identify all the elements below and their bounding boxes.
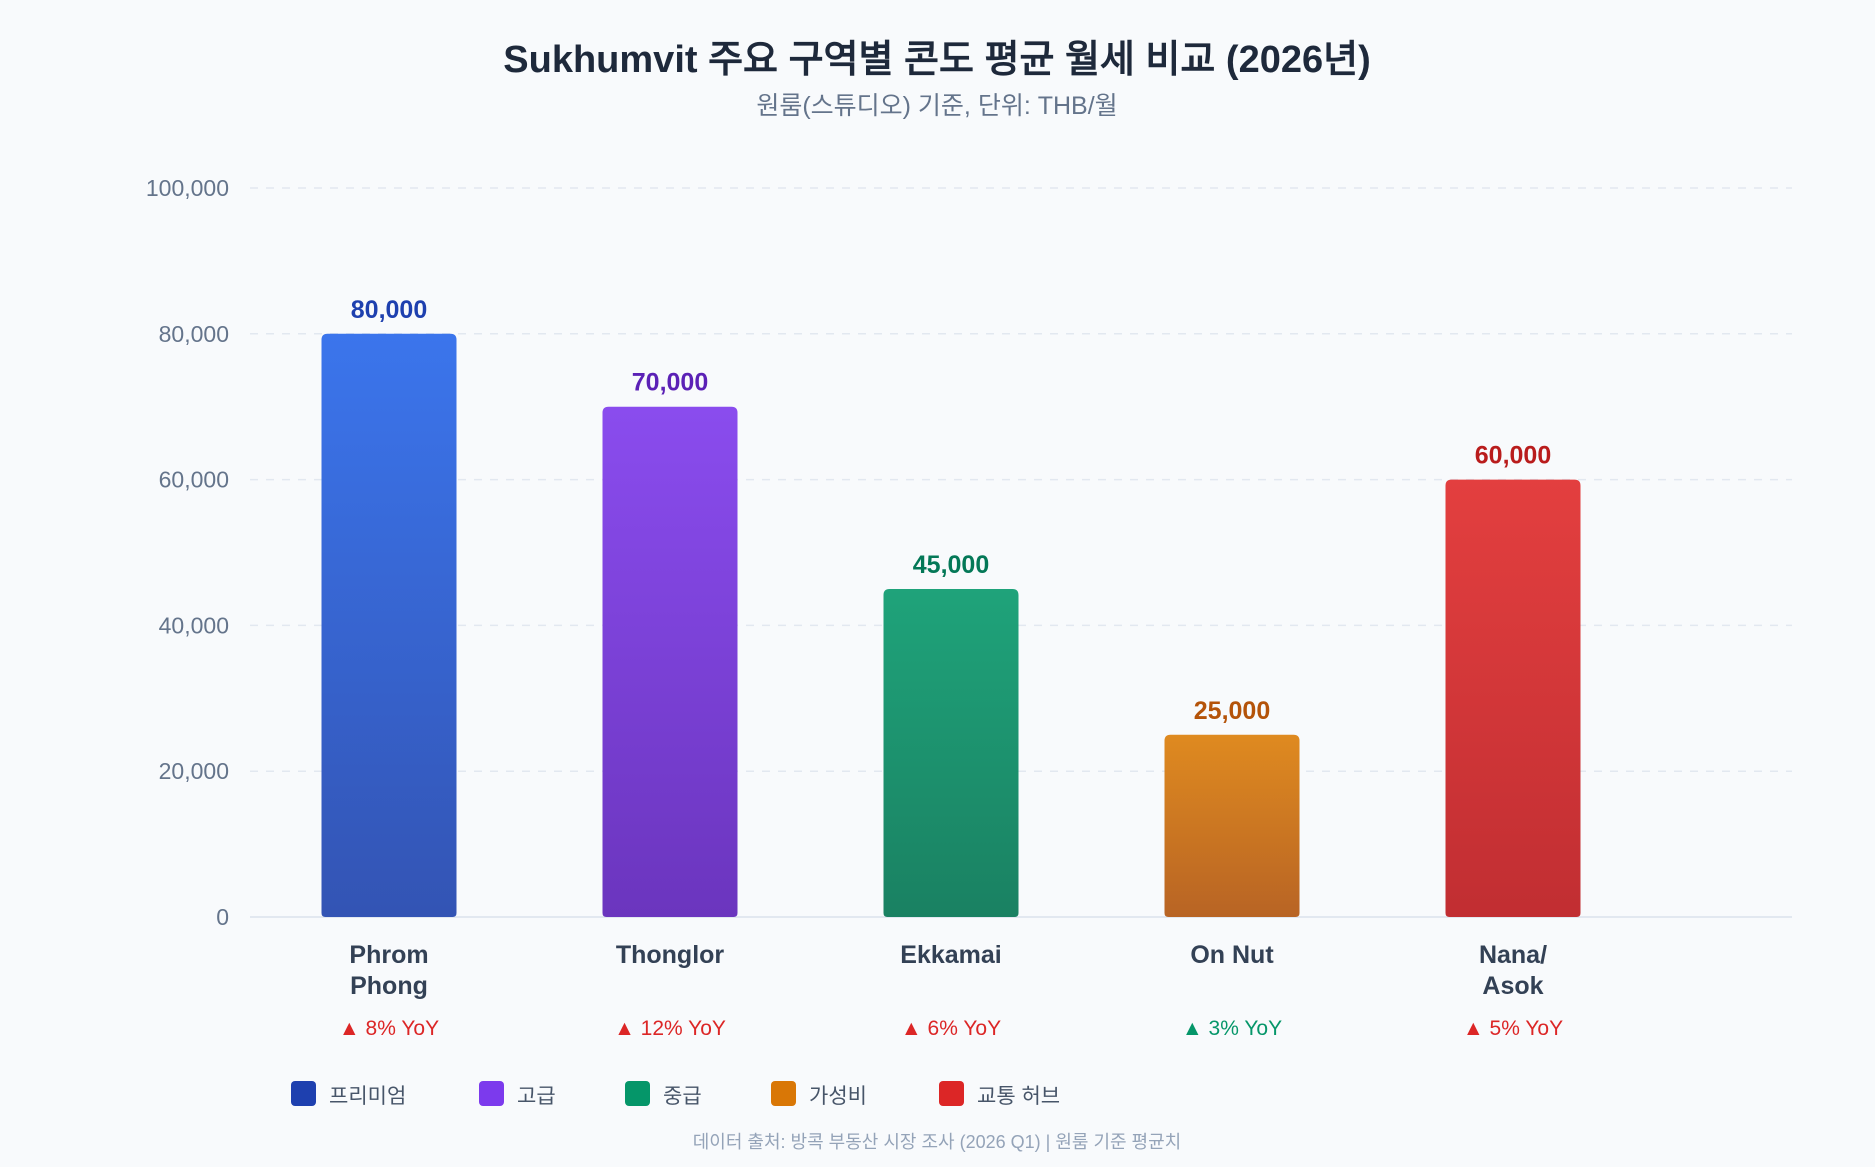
yoy-change-label: ▲ 12% YoY xyxy=(614,1017,726,1040)
legend: 프리미엄 고급 중급 가성비 교통 허브 xyxy=(291,1081,1060,1108)
y-tick-label: 100,000 xyxy=(146,175,229,201)
bar xyxy=(1445,479,1581,917)
source-note: 데이터 출처: 방콕 부동산 시장 조사 (2026 Q1) | 원룸 기준 평… xyxy=(693,1132,1182,1152)
legend-swatch xyxy=(479,1081,504,1106)
yoy-change-label: ▲ 3% YoY xyxy=(1182,1017,1282,1040)
bar-value-label: 70,000 xyxy=(632,369,708,397)
legend-label: 프리미엄 xyxy=(329,1085,406,1108)
yoy-change-label: ▲ 6% YoY xyxy=(901,1017,1001,1040)
legend-label: 가성비 xyxy=(809,1085,867,1108)
y-tick-label: 80,000 xyxy=(159,321,229,347)
x-tick-label: Phrom Phong xyxy=(349,941,428,1000)
legend-label: 교통 허브 xyxy=(977,1085,1060,1108)
legend-swatch xyxy=(939,1081,964,1106)
legend-swatch xyxy=(771,1081,796,1106)
x-tick-label: Nana/Asok xyxy=(1479,941,1547,1000)
y-axis: 0 20,000 40,000 60,000 80,000 100,000 xyxy=(146,175,229,930)
y-tick-label: 60,000 xyxy=(159,467,229,493)
chart-subtitle: 원룸(스튜디오) 기준, 단위: THB/월 xyxy=(756,92,1117,120)
x-tick-label: Thonglor xyxy=(616,941,725,969)
y-tick-label: 40,000 xyxy=(159,612,229,638)
bar xyxy=(602,406,738,917)
legend-label: 중급 xyxy=(663,1085,702,1108)
y-tick-label: 0 xyxy=(216,904,229,930)
bar xyxy=(1164,734,1300,917)
x-tick-label: On Nut xyxy=(1190,941,1274,969)
x-tick-label: Ekkamai xyxy=(900,941,1001,969)
legend-label: 고급 xyxy=(517,1085,556,1108)
bar-value-label: 60,000 xyxy=(1475,442,1551,470)
legend-swatch xyxy=(291,1081,316,1106)
y-tick-label: 20,000 xyxy=(159,758,229,784)
bar xyxy=(883,588,1019,917)
yoy-change-label: ▲ 5% YoY xyxy=(1463,1017,1563,1040)
yoy-change-label: ▲ 8% YoY xyxy=(339,1017,439,1040)
bar-value-label: 25,000 xyxy=(1194,697,1270,725)
x-axis: Phrom Phong ▲ 8% YoY Thonglor ▲ 12% YoY Ekkam… xyxy=(339,941,1563,1040)
bars: 80,000 70,000 45,000 25,000 60,000 xyxy=(321,296,1581,917)
legend-swatch xyxy=(625,1081,650,1106)
bar-value-label: 45,000 xyxy=(913,551,989,579)
chart-title: Sukhumvit 주요 구역별 콘도 평균 월세 비교 (2026년) xyxy=(503,39,1370,81)
bar-value-label: 80,000 xyxy=(351,296,427,324)
bar xyxy=(321,333,457,917)
